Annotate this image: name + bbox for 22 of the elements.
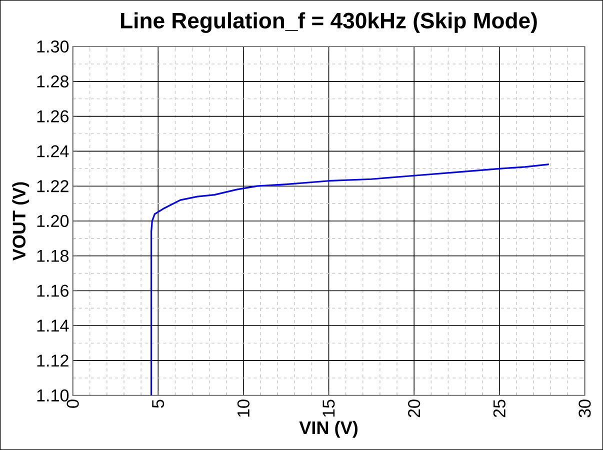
x-axis-title: VIN (V)	[299, 420, 358, 438]
x-tick-label: 5	[152, 400, 164, 408]
y-tick-label: 1.16	[37, 284, 68, 297]
x-tick-label: 10	[237, 400, 250, 417]
x-tick-label: 30	[578, 400, 591, 418]
y-tick-label: 1.20	[37, 214, 69, 228]
y-tick-label: 1.12	[37, 354, 68, 367]
line-series	[150, 164, 550, 396]
y-tick-label: 1.10	[37, 389, 69, 402]
y-tick-label: 1.24	[37, 145, 69, 158]
y-tick-label: 1.14	[37, 320, 69, 332]
x-tick-label: 25	[493, 400, 506, 418]
x-tick-label: 0	[66, 400, 79, 408]
chart-title: Line Regulation_f = 430kHz (Skip Mode)	[121, 12, 537, 33]
y-tick-label: 1.18	[37, 250, 69, 262]
y-tick-label: 1.26	[37, 110, 68, 122]
y-tick-label: 1.30	[37, 40, 69, 53]
y-axis-title: VOUT (V)	[12, 182, 30, 261]
x-tick-label: 20	[408, 400, 420, 418]
y-tick-label: 1.28	[37, 75, 69, 88]
x-tick-label: 15	[322, 400, 335, 417]
y-tick-label: 1.22	[37, 180, 68, 192]
